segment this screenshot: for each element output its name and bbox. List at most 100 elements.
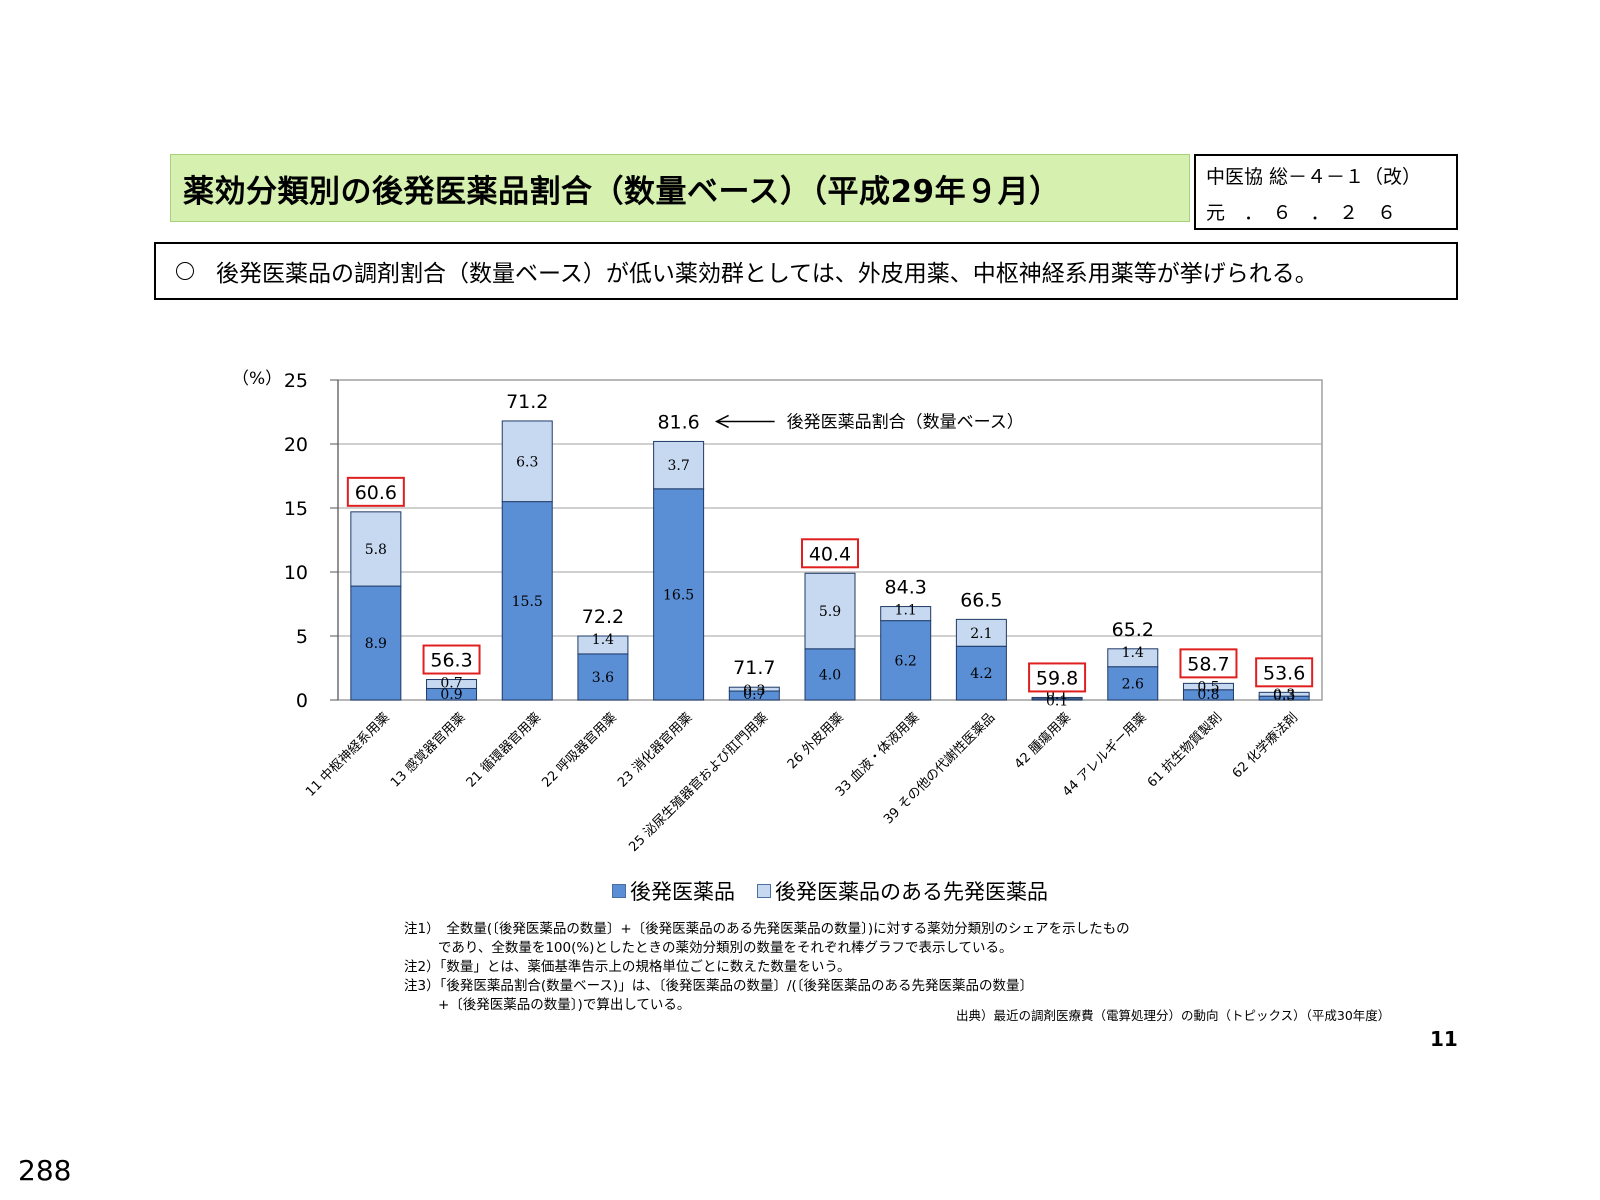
summary-text: 後発医薬品の調剤割合（数量ベース）が低い薬効群としては、外皮用薬、中枢神経系用薬… bbox=[216, 261, 1318, 287]
note-3-cont: +〔後発医薬品の数量〕)で算出している。 bbox=[438, 997, 691, 1013]
data-label-original: 1.1 bbox=[895, 603, 917, 619]
ratio-label: 71.7 bbox=[733, 657, 775, 679]
ratio-highlight-box bbox=[1179, 648, 1238, 679]
legend-item-original: 後発医薬品のある先発医薬品 bbox=[757, 876, 1048, 906]
data-label-generic: 15.5 bbox=[512, 594, 543, 610]
category-label: 61 抗生物質製剤 bbox=[1144, 710, 1225, 791]
ratio-label: 66.5 bbox=[960, 589, 1002, 611]
data-label-original: 2.1 bbox=[970, 626, 992, 642]
data-label-generic: 4.0 bbox=[819, 667, 841, 683]
y-tick-label: 0 bbox=[296, 690, 308, 712]
annotation-arrowhead-icon bbox=[714, 414, 729, 429]
bar-original bbox=[577, 635, 629, 655]
ratio-label: 81.6 bbox=[657, 411, 699, 433]
bar-original bbox=[728, 686, 780, 692]
ratio-label: 65.2 bbox=[1112, 619, 1154, 641]
ratio-highlight-box bbox=[801, 538, 859, 569]
bullet-circle-icon bbox=[176, 262, 194, 280]
ratio-label: 53.6 bbox=[1263, 662, 1305, 684]
label-layer: 8.9 5.8 60.6 0.90.7 56.3 15.5 6.3 71.2 3.6 1.4 72.… bbox=[346, 391, 1314, 709]
data-label-original: 0.1 bbox=[1046, 693, 1068, 709]
ratio-highlight-box bbox=[1255, 657, 1314, 688]
ratio-label: 56.3 bbox=[430, 650, 472, 672]
note-1-cont: であり、全数量を100(%)としたときの薬効分類別の数量をそれぞれ棒グラフで表示… bbox=[438, 940, 1013, 956]
bar-generic bbox=[501, 501, 553, 701]
bar-generic bbox=[350, 585, 402, 701]
category-label: 33 血液・体液用薬 bbox=[833, 710, 923, 800]
legend-label-original: 後発医薬品のある先発医薬品 bbox=[775, 880, 1048, 904]
footnotes: 注1） 全数量(〔後発医薬品の数量〕+〔後発医薬品のある先発医薬品の数量〕)に対… bbox=[404, 920, 1130, 1015]
chart-legend: 後発医薬品 後発医薬品のある先発医薬品 bbox=[0, 876, 1600, 906]
bar-layer bbox=[350, 420, 1310, 701]
data-label-generic: 6.2 bbox=[895, 653, 917, 669]
data-label-generic: 0.8 bbox=[1197, 687, 1219, 703]
ratio-highlight-box bbox=[346, 476, 405, 507]
category-label: 44 アレルギー用薬 bbox=[1060, 710, 1150, 800]
slide-number: 11 bbox=[1430, 1027, 1458, 1051]
bar-generic bbox=[955, 645, 1007, 701]
ratio-highlight-box bbox=[1028, 662, 1087, 693]
data-label-generic: 4.2 bbox=[970, 666, 992, 682]
data-label-original: 0.3 bbox=[1273, 688, 1295, 704]
data-label-original: 5.8 bbox=[365, 542, 387, 558]
bar-original bbox=[880, 606, 932, 622]
ratio-label: 40.4 bbox=[809, 543, 851, 565]
source-citation: 出典）最近の調剤医療費（電算処理分）の動向（トピックス）（平成30年度） bbox=[956, 1008, 1391, 1023]
category-label: 62 化学療法剤 bbox=[1229, 710, 1301, 782]
bar-generic bbox=[880, 620, 932, 701]
ratio-label: 60.6 bbox=[355, 482, 397, 504]
bar-original bbox=[1258, 691, 1310, 697]
legend-swatch-original bbox=[757, 884, 771, 898]
note-3: 注3）「後発医薬品割合(数量ベース)」は、〔後発医薬品の数量〕/(〔後発医薬品の… bbox=[404, 978, 1034, 994]
data-label-generic: 3.6 bbox=[592, 670, 614, 686]
data-label-original: 0.7 bbox=[440, 676, 462, 692]
ratio-label: 84.3 bbox=[885, 577, 927, 599]
y-tick-label: 5 bbox=[296, 626, 308, 648]
data-label-original: 6.3 bbox=[516, 454, 538, 470]
category-label: 25 泌尿生殖器官および肛門用薬 bbox=[626, 710, 771, 855]
summary-box: 後発医薬品の調剤割合（数量ベース）が低い薬効群としては、外皮用薬、中枢神経系用薬… bbox=[154, 242, 1458, 300]
bar-original bbox=[350, 511, 402, 587]
data-label-original: 0.3 bbox=[743, 683, 765, 699]
reference-committee: 中医協 総－４－１（改） bbox=[1206, 166, 1422, 188]
category-label: 22 呼吸器官用薬 bbox=[539, 710, 620, 791]
bar-original bbox=[1107, 648, 1159, 668]
legend-item-generic: 後発医薬品 bbox=[612, 876, 735, 906]
y-tick-label: 15 bbox=[284, 498, 308, 520]
bar-original bbox=[653, 440, 705, 490]
category-label: 13 感覚器官用薬 bbox=[387, 710, 468, 791]
data-label-generic: 0.3 bbox=[1273, 687, 1295, 703]
bar-original bbox=[804, 572, 856, 650]
bar-generic bbox=[1107, 666, 1159, 701]
y-axis-label: （%） bbox=[232, 369, 282, 389]
ratio-highlight-box bbox=[422, 644, 481, 675]
data-label-original: 3.7 bbox=[667, 458, 689, 474]
bar-original bbox=[1182, 682, 1234, 691]
data-label-original: 1.4 bbox=[1122, 645, 1144, 661]
ratio-label: 72.2 bbox=[582, 606, 624, 628]
y-tick-label: 20 bbox=[284, 434, 308, 456]
title-banner: 薬効分類別の後発医薬品割合（数量ベース）（平成29年９月） bbox=[170, 154, 1190, 222]
page-number: 288 bbox=[18, 1154, 72, 1187]
bar-original bbox=[426, 679, 478, 689]
data-label-generic: 0.9 bbox=[440, 687, 462, 703]
bar-generic bbox=[653, 488, 705, 701]
legend-swatch-generic bbox=[612, 884, 626, 898]
data-label-generic: 2.6 bbox=[1122, 676, 1144, 692]
reference-box: 中医協 総－４－１（改） 元 ． ６ ． ２ ６ bbox=[1194, 154, 1458, 230]
bar-original bbox=[955, 618, 1007, 647]
note-2: 注2）「数量」とは、薬価基準告示上の規格単位ごとに数えた数量をいう。 bbox=[404, 959, 851, 975]
data-label-original: 0.5 bbox=[1197, 679, 1219, 695]
category-label: 42 腫瘍用薬 bbox=[1011, 710, 1074, 773]
data-label-generic: 16.5 bbox=[663, 587, 694, 603]
data-label-original: 1.4 bbox=[592, 632, 614, 648]
ratio-label: 71.2 bbox=[506, 391, 548, 413]
data-label-generic: 8.9 bbox=[365, 636, 387, 652]
category-label: 23 消化器官用薬 bbox=[614, 710, 695, 791]
ratio-label: 59.8 bbox=[1036, 667, 1078, 689]
y-tick-label: 10 bbox=[284, 562, 308, 584]
category-label: 11 中枢神経系用薬 bbox=[303, 710, 393, 800]
note-1: 注1） 全数量(〔後発医薬品の数量〕+〔後発医薬品のある先発医薬品の数量〕)に対… bbox=[404, 921, 1130, 937]
bar-original bbox=[1031, 696, 1083, 700]
